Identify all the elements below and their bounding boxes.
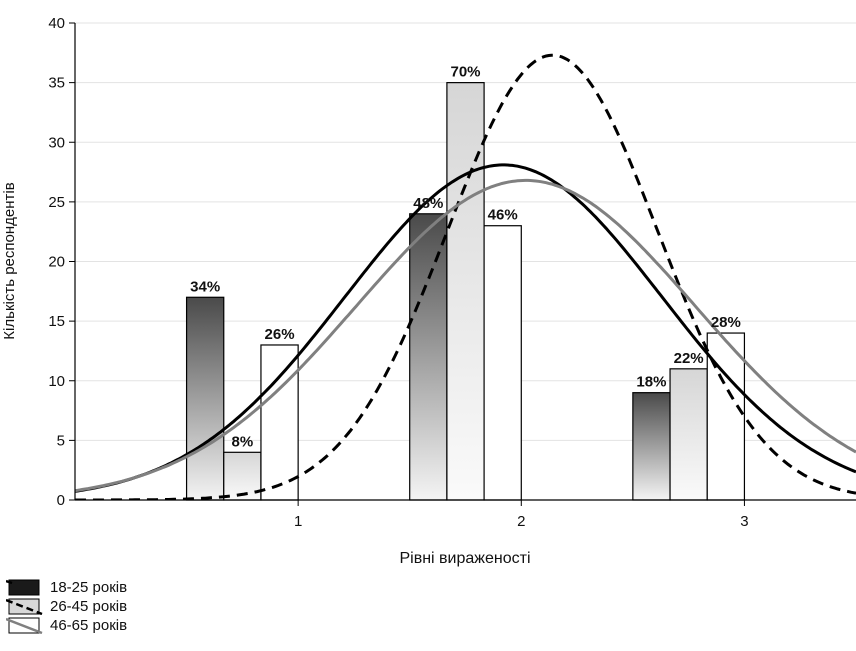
- y-tick-label-40: 40: [48, 15, 65, 32]
- y-tick-label-35: 35: [48, 75, 65, 92]
- legend-swatch-18-25: [6, 579, 40, 596]
- bar-series2-level2: [446, 82, 485, 501]
- bar-series1-level3: [632, 392, 671, 501]
- y-axis-label: Кількість респондентів: [1, 182, 18, 339]
- bar-series3-level1: [260, 344, 299, 501]
- y-tick-label-25: 25: [48, 194, 65, 211]
- curve-series1: [75, 163, 856, 493]
- curve-series3: [75, 178, 856, 493]
- y-tick-label-20: 20: [48, 254, 65, 271]
- x-tick-label-3: 3: [740, 513, 748, 530]
- legend-swatch-26-45: [6, 598, 43, 615]
- y-tick-label-15: 15: [48, 313, 65, 330]
- y-tick-label-30: 30: [48, 134, 65, 151]
- x-tick-label-2: 2: [517, 513, 525, 530]
- data-label-series2-level1: 8%: [232, 433, 254, 450]
- legend-label-26-45: 26-45 років: [50, 598, 128, 615]
- data-label-series3-level2: 46%: [488, 207, 518, 224]
- data-label-series3-level1: 26%: [265, 326, 295, 343]
- bar-series3-level2: [483, 225, 522, 501]
- y-tick-label-5: 5: [57, 432, 65, 449]
- data-label-series2-level2: 70%: [450, 64, 480, 81]
- x-tick-label-1: 1: [294, 513, 302, 530]
- x-axis-label: Рівні вираженості: [399, 550, 530, 567]
- legend-label-46-65: 46-65 років: [50, 617, 128, 634]
- data-label-series2-level3: 22%: [674, 350, 704, 367]
- bar-series2-level3: [669, 368, 708, 501]
- bar-series1-level2: [409, 213, 448, 501]
- y-tick-label-0: 0: [57, 492, 65, 509]
- data-label-series1-level3: 18%: [636, 374, 666, 391]
- curve-series2: [75, 53, 856, 500]
- bar-series1-level1: [185, 296, 225, 501]
- y-tick-label-10: 10: [48, 373, 65, 390]
- legend-label-18-25: 18-25 років: [50, 579, 128, 596]
- data-label-series1-level2: 48%: [413, 195, 443, 212]
- data-label-series1-level1: 34%: [190, 278, 220, 295]
- data-label-series3-level3: 28%: [711, 314, 741, 331]
- legend-swatch-46-65: [6, 617, 43, 634]
